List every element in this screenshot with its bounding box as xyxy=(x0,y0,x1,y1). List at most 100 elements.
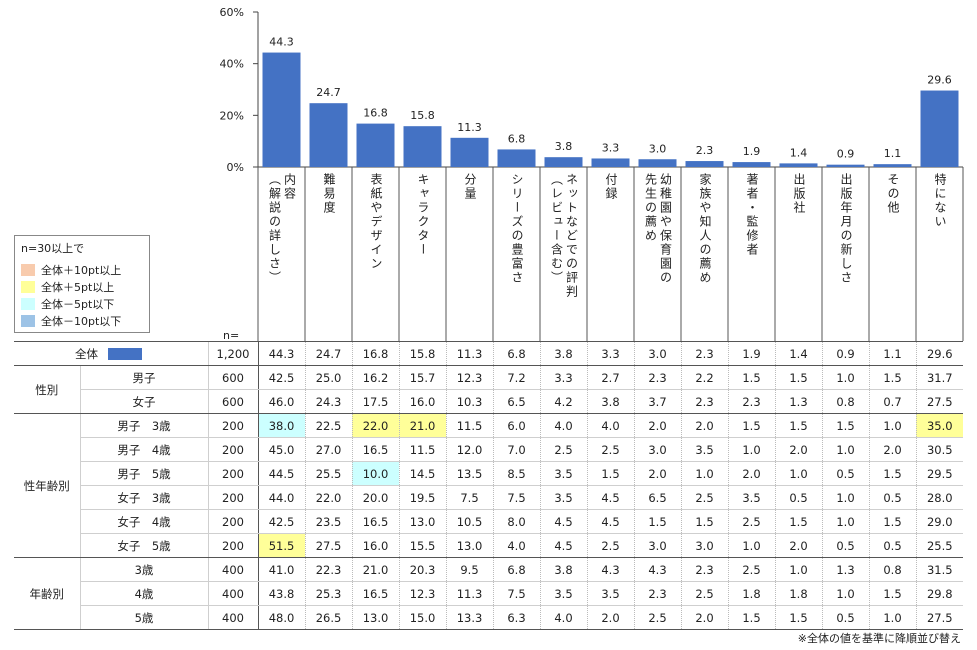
value-cell: 3.0 xyxy=(634,533,682,558)
row-label: 男子 3歳 xyxy=(80,413,208,438)
total-label: 全体 xyxy=(75,346,98,361)
value-cell: 1.9 xyxy=(728,341,776,366)
table-row: 女子 3歳 200 44.0 22.0 20.0 19.5 7.5 7.5 3.5 4.5 6.5 2… xyxy=(14,485,963,510)
table-row: 年齢別 3歳 400 41.0 22.3 21.0 20.3 9.5 6.8 3.8 4.3 4.3 2… xyxy=(14,557,963,630)
value-cell: 7.5 xyxy=(446,485,494,510)
value-cell: 0.5 xyxy=(822,461,870,486)
value-cell: 1.0 xyxy=(822,485,870,510)
bar xyxy=(309,103,348,167)
value-cell: 22.5 xyxy=(305,413,353,438)
bar-value-label: 15.8 xyxy=(410,109,435,122)
category-label: 分量 xyxy=(463,173,477,201)
table-row: 女子 600 46.0 24.3 17.5 16.0 10.3 6.5 4.2 3.8 3.7 2.3… xyxy=(14,389,963,414)
n-cell: 200 xyxy=(207,437,259,462)
value-cell: 16.0 xyxy=(399,389,447,414)
value-cell: 3.3 xyxy=(540,365,588,390)
value-cell: 35.0 xyxy=(916,413,963,438)
value-cell: 28.0 xyxy=(916,485,963,510)
value-cell: 1.5 xyxy=(869,461,917,486)
value-cell: 10.0 xyxy=(352,461,400,486)
category-label: 付録 xyxy=(604,173,618,201)
category-cell: 著者・監修者 xyxy=(728,173,775,337)
value-cell: 0.8 xyxy=(869,557,917,582)
value-cell: 4.5 xyxy=(587,509,635,534)
value-cell: 3.5 xyxy=(540,485,588,510)
bar xyxy=(638,159,677,167)
value-cell: 1.0 xyxy=(822,437,870,462)
row-label: 女子 4歳 xyxy=(80,509,208,534)
value-cell: 1.5 xyxy=(634,509,682,534)
value-cell: 6.8 xyxy=(493,341,541,366)
n-cell: 200 xyxy=(207,413,259,438)
bar-value-label: 0.9 xyxy=(837,148,855,161)
value-cell: 25.0 xyxy=(305,365,353,390)
value-cell: 27.5 xyxy=(916,605,963,630)
value-cell: 15.8 xyxy=(399,341,447,366)
group-label: 年齢別 xyxy=(14,557,81,630)
row-label: 男子 5歳 xyxy=(80,461,208,486)
value-cell: 2.3 xyxy=(634,581,682,606)
bar-value-label: 1.4 xyxy=(790,146,808,159)
table-row: 4歳 400 43.8 25.3 16.5 12.3 11.3 7.5 3.5 3.5 2.3 2.5… xyxy=(14,581,963,606)
category-cell: 分量 xyxy=(446,173,493,337)
bar xyxy=(591,158,630,167)
value-cell: 2.0 xyxy=(634,461,682,486)
highlight-legend: n=30以上で 全体＋10pt以上 全体＋5pt以上 全体－5pt以下 全体－1… xyxy=(14,235,150,333)
value-cell: 1.0 xyxy=(728,533,776,558)
value-cell: 3.8 xyxy=(540,557,588,582)
value-cell: 2.5 xyxy=(587,437,635,462)
value-cell: 3.0 xyxy=(634,341,682,366)
n-cell: 1,200 xyxy=(207,341,259,366)
row-label: 女子 xyxy=(80,389,208,414)
value-cell: 2.0 xyxy=(587,605,635,630)
value-cell: 10.5 xyxy=(446,509,494,534)
legend-label: 全体＋10pt以上 xyxy=(41,264,122,277)
value-cell: 20.3 xyxy=(399,557,447,582)
value-cell: 1.0 xyxy=(728,437,776,462)
value-cell: 22.3 xyxy=(305,557,353,582)
group-label: 性年齢別 xyxy=(14,413,81,558)
value-cell: 11.5 xyxy=(399,437,447,462)
value-cell: 27.5 xyxy=(305,533,353,558)
group-label: 性別 xyxy=(14,365,81,414)
table-row: 性別 男子 600 42.5 25.0 16.2 15.7 12.3 7.2 3.3 2.7 2.3 2… xyxy=(14,365,963,414)
value-cell: 2.3 xyxy=(728,389,776,414)
value-cell: 15.5 xyxy=(399,533,447,558)
value-cell: 3.0 xyxy=(681,533,729,558)
value-cell: 1.5 xyxy=(775,605,823,630)
bar-value-label: 3.3 xyxy=(602,141,620,154)
category-cell: その他 xyxy=(869,173,916,337)
value-cell: 13.0 xyxy=(399,509,447,534)
bar xyxy=(262,52,301,167)
table-row-total: 全体 1,200 44.3 24.7 16.8 15.8 11.3 6.8 3.8 3.3 3.0 2… xyxy=(14,341,963,366)
category-label: 出版年月の新しさ xyxy=(839,173,853,285)
value-cell: 3.8 xyxy=(540,341,588,366)
value-cell: 6.3 xyxy=(493,605,541,630)
table-row: 女子 5歳 200 51.5 27.5 16.0 15.5 13.0 4.0 4.5 2.5 3.0… xyxy=(14,533,963,558)
row-label: 男子 4歳 xyxy=(80,437,208,462)
value-cell: 3.8 xyxy=(587,389,635,414)
bar-value-label: 44.3 xyxy=(269,36,294,49)
table-row: 性年齢別 男子 3歳 200 38.0 22.5 22.0 21.0 11.5 6.0 4.0 4.… xyxy=(14,413,963,558)
y-tick-label: 0% xyxy=(227,161,244,174)
bar-value-label: 3.0 xyxy=(649,142,667,155)
value-cell: 3.3 xyxy=(587,341,635,366)
value-cell: 0.5 xyxy=(822,533,870,558)
value-cell: 41.0 xyxy=(258,557,306,582)
value-cell: 4.0 xyxy=(540,413,588,438)
value-cell: 24.7 xyxy=(305,341,353,366)
table-row: 男子 5歳 200 44.5 25.5 10.0 14.5 13.5 8.5 3.5 1.5 2.0… xyxy=(14,461,963,486)
category-label: 特にない xyxy=(933,173,947,229)
value-cell: 0.7 xyxy=(869,389,917,414)
category-label: 表紙やデザイン xyxy=(369,173,383,271)
category-cell: 家族や知人の薦め xyxy=(681,173,728,337)
value-cell: 17.5 xyxy=(352,389,400,414)
value-cell: 14.5 xyxy=(399,461,447,486)
value-cell: 46.0 xyxy=(258,389,306,414)
n-cell: 400 xyxy=(207,581,259,606)
value-cell: 44.3 xyxy=(258,341,306,366)
category-cell: シリーズの豊富さ xyxy=(493,173,540,337)
value-cell: 9.5 xyxy=(446,557,494,582)
category-label: 難易度 xyxy=(322,173,336,215)
n-cell: 400 xyxy=(207,605,259,630)
